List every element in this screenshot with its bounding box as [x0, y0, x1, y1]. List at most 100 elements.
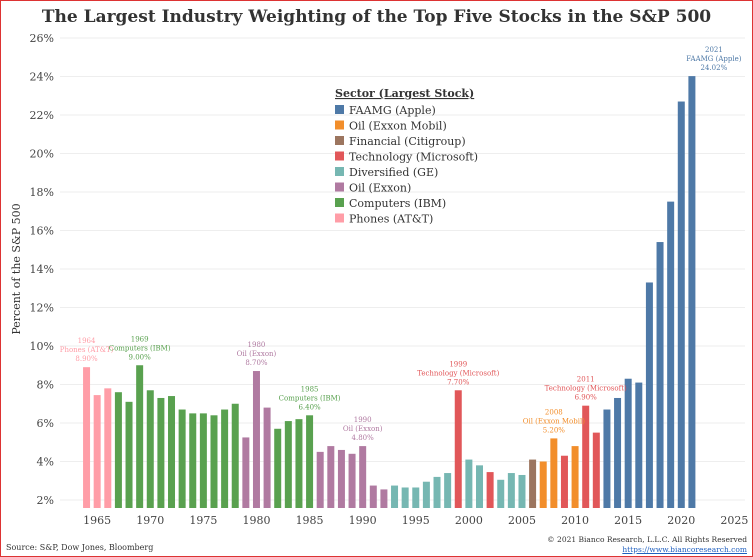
annotation-text: 2021: [705, 46, 723, 54]
bar-1990: [359, 446, 367, 508]
legend-label-ge: Diversified (GE): [349, 166, 438, 179]
annotation-text: 7.70%: [447, 378, 470, 386]
annotation-text: 1969: [131, 335, 149, 343]
bar-2007: [539, 461, 547, 508]
y-tick-label: 10%: [30, 340, 54, 353]
bar-2013: [603, 409, 611, 508]
website-link[interactable]: https://www.biancoresearch.com: [622, 545, 747, 554]
legend-swatch-att: [335, 213, 344, 223]
bar-1991: [369, 485, 377, 508]
bar-2017: [645, 282, 653, 508]
annotation-text: 1964: [78, 337, 96, 345]
bar-2012: [592, 432, 600, 508]
bar-1976: [210, 415, 218, 508]
copyright-note: © 2021 Bianco Research, L.L.C. All Right…: [547, 535, 747, 544]
bar-1974: [189, 413, 197, 508]
bar-1979: [242, 437, 250, 508]
y-tick-label: 16%: [30, 225, 54, 238]
bar-1993: [391, 485, 399, 508]
bar-1995: [412, 487, 420, 508]
x-tick-label: 2010: [561, 514, 589, 527]
annotation-text: 1980: [248, 341, 266, 349]
bar-1977: [221, 409, 229, 508]
bar-2001: [475, 465, 483, 508]
bar-1970: [146, 390, 154, 508]
bar-2016: [635, 382, 643, 508]
x-tick-label: 1985: [296, 514, 324, 527]
annotation-text: 2008: [545, 408, 563, 416]
annotation-text: Phones (AT&T): [60, 346, 114, 354]
bar-1966: [104, 388, 112, 508]
annotation-text: 6.40%: [298, 403, 321, 411]
bar-2020: [677, 101, 685, 509]
annotation-text: Technology (Microsoft): [545, 385, 627, 393]
x-tick-label: 1995: [402, 514, 430, 527]
y-tick-label: 14%: [30, 263, 54, 276]
x-tick-label: 1965: [83, 514, 111, 527]
y-tick-label: 20%: [30, 148, 54, 161]
legend-swatch-ibm: [335, 198, 344, 207]
bar-2004: [507, 473, 515, 508]
bar-1965: [93, 395, 101, 508]
bar-1998: [444, 473, 452, 508]
annotation-text: Computers (IBM): [279, 394, 341, 402]
annotation-text: 4.80%: [352, 434, 375, 442]
bar-2014: [614, 397, 622, 508]
annotation-text: 2011: [577, 376, 595, 384]
bar-1997: [433, 476, 441, 508]
bar-1975: [199, 413, 207, 508]
x-tick-label: 1970: [136, 514, 164, 527]
bar-1981: [263, 407, 271, 508]
bar-2009: [560, 455, 568, 508]
bar-1983: [284, 421, 292, 508]
annotation-text: Oil (Exxon Mobil): [523, 417, 585, 425]
annotation-text: FAAMG (Apple): [686, 55, 741, 63]
annotation-text: Oil (Exxon): [343, 425, 383, 433]
bar-1964: [83, 367, 91, 508]
bar-2006: [529, 459, 537, 508]
legend-label-oilxom: Oil (Exxon Mobil): [349, 120, 447, 133]
x-tick-label: 2025: [720, 514, 748, 527]
legend-swatch-faamg: [335, 105, 344, 114]
bar-1973: [178, 409, 186, 508]
annotation-text: 1985: [301, 385, 319, 393]
annotation-text: 8.90%: [75, 355, 98, 363]
y-tick-label: 2%: [37, 494, 54, 507]
bar-1984: [295, 419, 303, 508]
bar-1994: [401, 487, 409, 508]
bar-2000: [465, 459, 473, 508]
legend-swatch-tech: [335, 151, 344, 161]
annotation-text: 8.70%: [245, 359, 268, 367]
annotation-text: 5.20%: [543, 426, 566, 434]
bar-1988: [337, 449, 345, 508]
bar-1987: [327, 446, 335, 508]
legend-swatch-fin: [335, 136, 344, 145]
bar-1999: [454, 390, 462, 508]
bar-2005: [518, 474, 526, 508]
annotation-text: 24.02%: [701, 64, 728, 72]
source-note: Source: S&P, Dow Jones, Bloomberg: [6, 543, 154, 552]
y-tick-label: 8%: [37, 379, 54, 392]
legend-swatch-oil: [335, 182, 344, 192]
y-tick-label: 6%: [37, 417, 54, 430]
x-tick-label: 2015: [614, 514, 642, 527]
bar-2008: [550, 438, 558, 508]
y-tick-label: 26%: [30, 32, 54, 45]
legend-label-tech: Technology (Microsoft): [349, 151, 478, 164]
bar-1967: [114, 392, 122, 508]
bar-2015: [624, 378, 632, 508]
y-tick-label: 12%: [30, 302, 54, 315]
legend-title: Sector (Largest Stock): [335, 87, 474, 100]
chart-title: The Largest Industry Weighting of the To…: [41, 7, 712, 27]
bar-1971: [157, 397, 165, 508]
legend-label-fin: Financial (Citigroup): [349, 135, 466, 148]
bar-1996: [422, 481, 430, 508]
